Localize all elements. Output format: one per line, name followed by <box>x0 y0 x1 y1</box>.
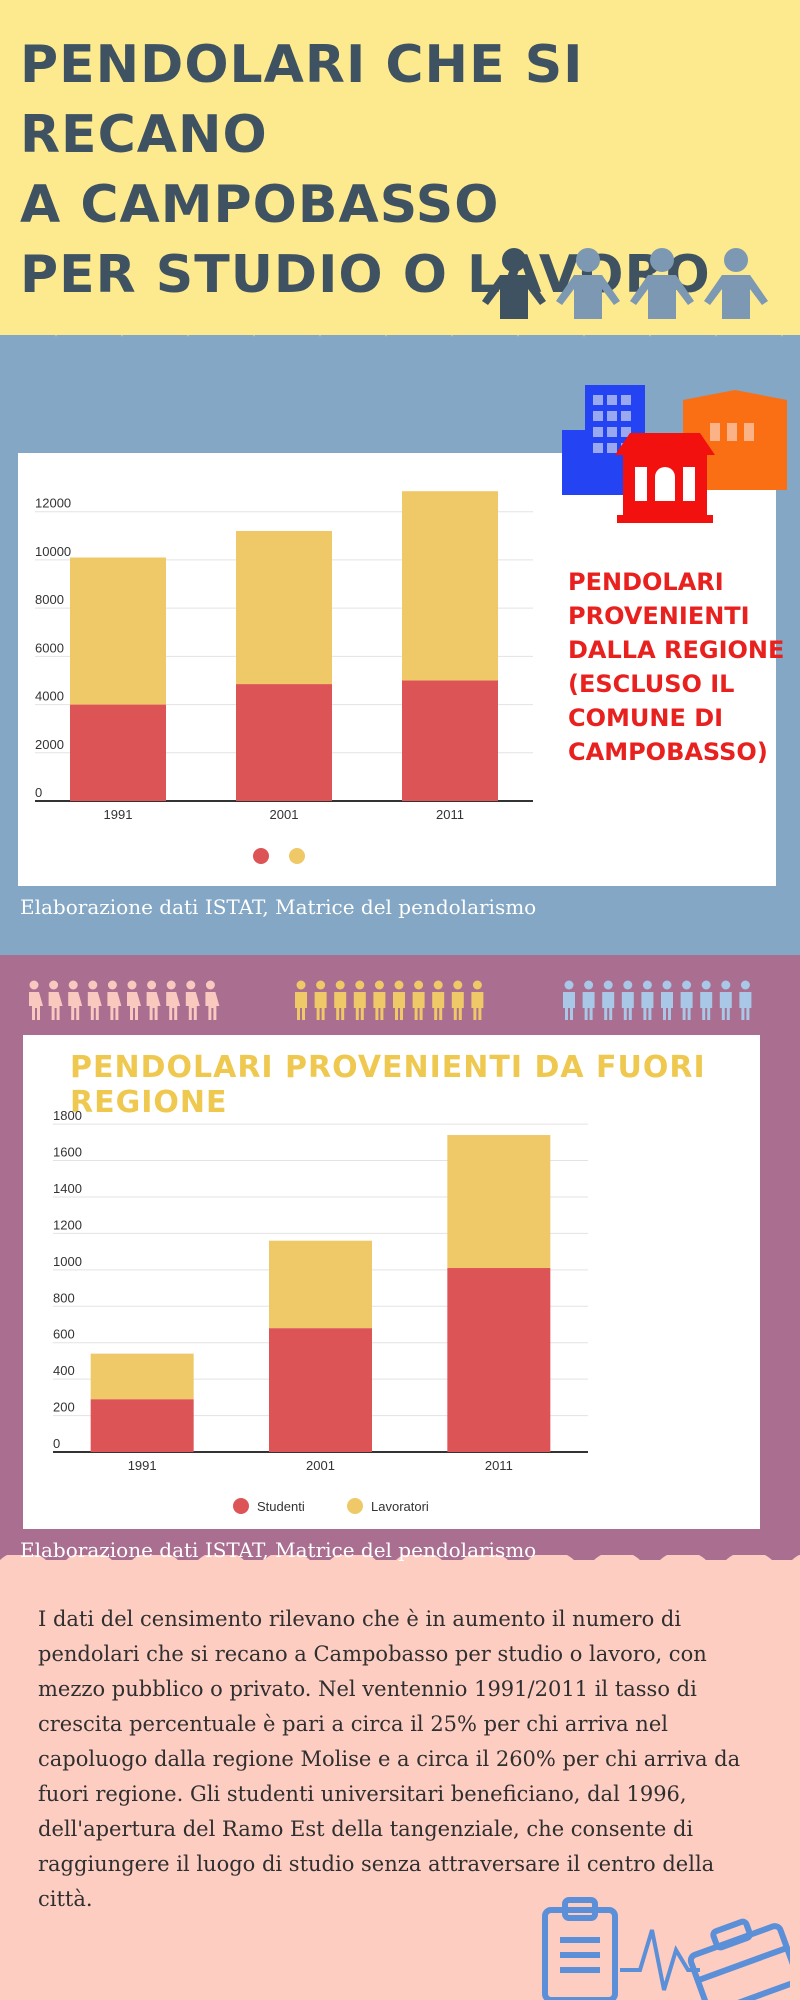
person-icon <box>602 980 615 1020</box>
briefcase-icon <box>687 1918 790 2000</box>
y-tick-label: 1400 <box>53 1181 82 1196</box>
outside-region-chart: 0 200 400 600 800 1000 1200 1400 1600 1800 1991 200… <box>53 1108 588 1514</box>
female-person-icon <box>87 980 102 1020</box>
person-icon <box>353 980 366 1020</box>
bar-segment <box>70 557 166 705</box>
person-icon <box>556 248 620 319</box>
legend-label: Lavoratori <box>371 1499 429 1514</box>
bar-segment <box>236 684 332 801</box>
y-tick-label: 1200 <box>53 1217 82 1232</box>
x-tick-label: 1991 <box>104 807 133 822</box>
x-tick-label: 2001 <box>270 807 299 822</box>
pictogram-row <box>29 980 752 1020</box>
y-tick-label: 800 <box>53 1290 75 1305</box>
female-person-icon <box>166 980 181 1020</box>
person-icon <box>700 980 713 1020</box>
y-tick-label: 10000 <box>35 544 71 559</box>
bottom-icons <box>542 1897 790 2000</box>
female-person-icon <box>107 980 122 1020</box>
person-icon <box>451 980 464 1020</box>
legend-label: Studenti <box>257 1499 305 1514</box>
outside-region-chart-title: PENDOLARI PROVENIENTI DA FUORI REGIONE <box>70 1050 706 1120</box>
bar-segment <box>269 1240 372 1329</box>
y-tick-label: 0 <box>35 785 42 800</box>
body-paragraph: I dati del censimento rilevano che è in … <box>38 1607 741 1911</box>
person-icon <box>630 248 694 319</box>
person-icon <box>739 980 752 1020</box>
clipboard-icon <box>542 1897 618 2000</box>
x-tick-label: 2011 <box>485 1458 513 1473</box>
bar-segment <box>402 680 498 801</box>
legend-marker <box>347 1498 363 1514</box>
female-person-icon <box>127 980 141 1020</box>
y-tick-label: 200 <box>53 1400 75 1415</box>
bar-segment <box>90 1399 194 1452</box>
y-tick-label: 4000 <box>35 689 64 704</box>
female-person-icon <box>185 980 200 1020</box>
person-icon <box>393 980 405 1020</box>
legend-marker <box>253 848 269 864</box>
building-icon <box>683 390 787 490</box>
person-icon <box>641 980 654 1020</box>
y-tick-label: 600 <box>53 1327 75 1342</box>
regional-chart: 0 2000 4000 6000 8000 10000 12000 1991 2001 2011 <box>35 491 533 864</box>
y-tick-label: 2000 <box>35 737 64 752</box>
bar-segment <box>70 704 166 801</box>
pulse-line-icon <box>620 1929 700 1991</box>
person-icon <box>704 248 768 319</box>
scallop-top-blue <box>0 336 800 385</box>
y-tick-label: 0 <box>53 1436 60 1451</box>
bar-segment <box>90 1353 194 1400</box>
bar-segment <box>269 1328 372 1452</box>
y-tick-label: 6000 <box>35 640 64 655</box>
x-tick-label: 2001 <box>306 1458 335 1473</box>
person-icon <box>295 980 307 1020</box>
bar-segment <box>447 1135 551 1269</box>
regional-label: PENDOLARI PROVENIENTI DALLA REGIONE (ESC… <box>568 568 785 766</box>
legend-marker <box>233 1498 249 1514</box>
house-icon <box>615 433 715 523</box>
person-icon <box>373 980 386 1020</box>
person-icon <box>471 980 484 1020</box>
y-tick-label: 1800 <box>53 1108 82 1123</box>
bar-segment <box>402 491 498 681</box>
scallop-top-pink <box>0 1556 800 1605</box>
buildings-icons <box>562 385 787 523</box>
person-icon <box>719 980 732 1020</box>
person-icon <box>334 980 347 1020</box>
title-line-1: PENDOLARI CHE SI RECANO <box>20 35 584 165</box>
person-icon <box>432 980 445 1020</box>
female-person-icon <box>205 980 220 1020</box>
x-tick-label: 1991 <box>128 1458 157 1473</box>
person-icon <box>582 980 595 1020</box>
bar-segment <box>447 1268 551 1452</box>
scallop-bottom-blue <box>0 910 800 954</box>
person-icon <box>412 980 425 1020</box>
source-note-2: Elaborazione dati ISTAT, Matrice del pen… <box>20 1538 537 1562</box>
person-icon <box>563 980 575 1020</box>
female-person-icon <box>146 980 161 1020</box>
y-tick-label: 12000 <box>35 496 71 511</box>
person-icon <box>680 980 693 1020</box>
x-tick-label: 2011 <box>436 807 464 822</box>
female-person-icon <box>29 980 43 1020</box>
person-icon <box>482 248 546 319</box>
y-tick-label: 1600 <box>53 1145 82 1160</box>
person-icon <box>661 980 673 1020</box>
person-icon <box>314 980 327 1020</box>
female-person-icon <box>48 980 63 1020</box>
y-tick-label: 400 <box>53 1363 75 1378</box>
y-tick-label: 8000 <box>35 592 64 607</box>
source-note-1: Elaborazione dati ISTAT, Matrice del pen… <box>20 895 537 919</box>
title-line-2: A CAMPOBASSO <box>20 175 500 235</box>
person-icon <box>621 980 634 1020</box>
people-icons <box>482 248 768 319</box>
bar-segment <box>236 530 332 685</box>
legend-marker <box>289 848 305 864</box>
female-person-icon <box>68 980 83 1020</box>
text-section-band <box>0 1560 800 2000</box>
y-tick-label: 1000 <box>53 1254 82 1269</box>
